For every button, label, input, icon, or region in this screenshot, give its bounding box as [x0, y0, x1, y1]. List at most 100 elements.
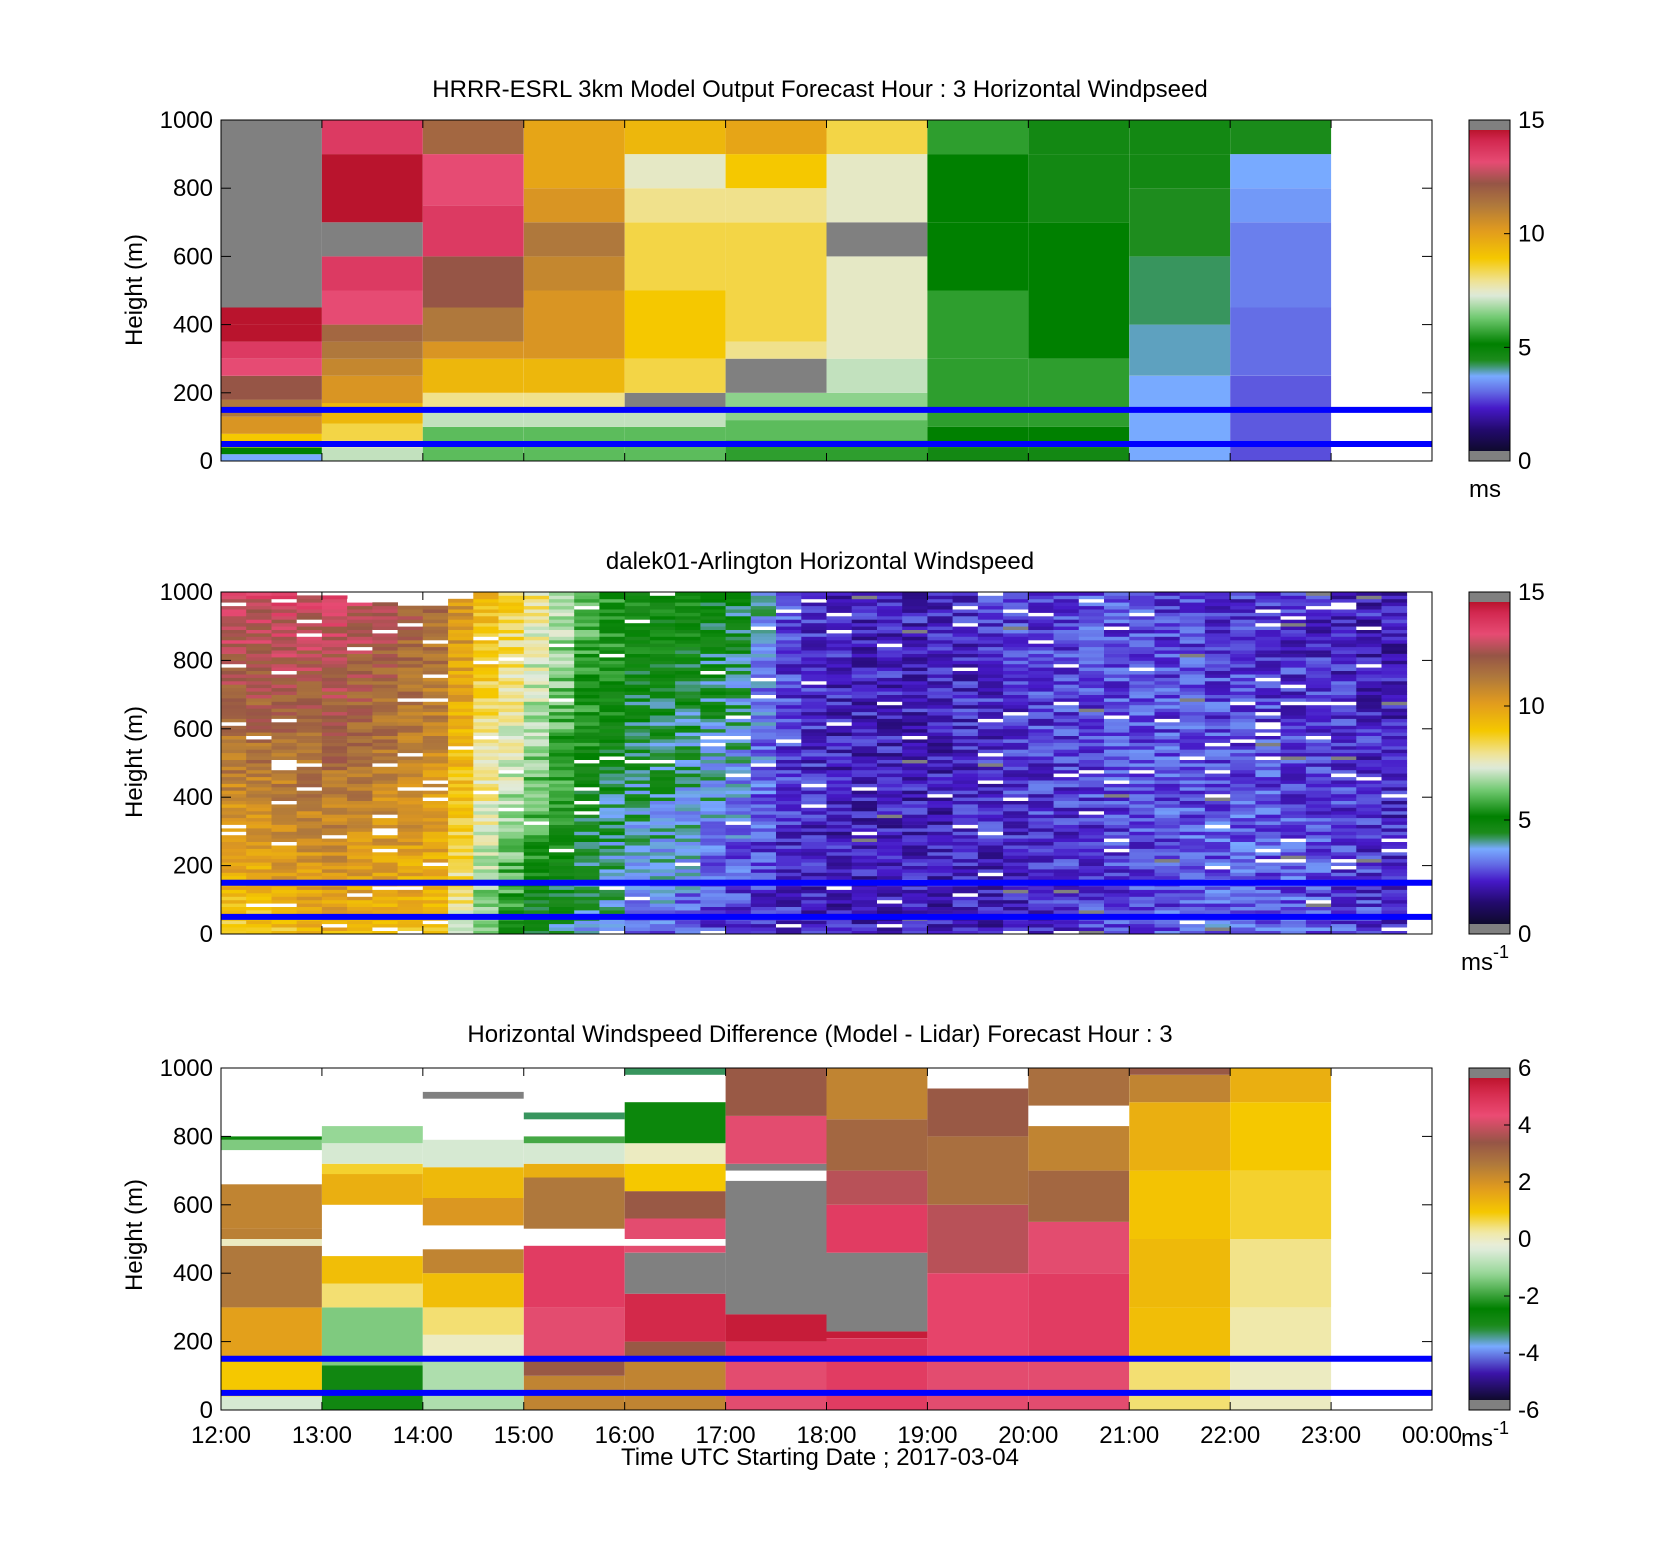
heatmap-cell — [826, 763, 853, 767]
heatmap-cell — [776, 869, 802, 873]
heatmap-cell — [1305, 927, 1332, 931]
heatmap-cell — [1255, 896, 1281, 901]
heatmap-cell — [1381, 824, 1408, 829]
heatmap-cell — [801, 629, 827, 634]
heatmap-cell — [624, 807, 651, 812]
heatmap-cell — [1280, 722, 1307, 726]
heatmap-cell — [902, 910, 928, 914]
heatmap-cell — [1204, 711, 1231, 716]
heatmap-cell — [649, 875, 676, 880]
heatmap-cell — [1255, 845, 1281, 849]
heatmap-cell — [523, 886, 550, 890]
heatmap-cell — [271, 698, 298, 702]
heatmap-cell — [397, 793, 424, 798]
heatmap-cell — [927, 773, 953, 778]
heatmap-cell — [1053, 790, 1080, 795]
heatmap-cell — [321, 674, 348, 678]
heatmap-cell — [877, 759, 903, 764]
heatmap-cell — [977, 684, 1004, 689]
heatmap-cell — [1230, 592, 1256, 596]
heatmap-cell — [1104, 749, 1130, 754]
heatmap-cell — [902, 626, 928, 630]
heatmap-cell — [700, 896, 726, 901]
heatmap-cell — [776, 667, 802, 671]
heatmap-cell — [498, 663, 525, 668]
heatmap-cell — [1179, 865, 1206, 870]
heatmap-cell — [296, 612, 323, 617]
heatmap-cell — [271, 786, 298, 791]
y-tick-label: 200 — [173, 380, 213, 407]
heatmap-cell — [1356, 858, 1382, 863]
heatmap-cell — [397, 865, 424, 870]
heatmap-cell — [927, 742, 953, 747]
heatmap-cell — [1154, 677, 1181, 682]
heatmap-cell — [877, 903, 903, 907]
heatmap-cell — [523, 595, 550, 600]
heatmap-cell — [549, 804, 575, 808]
heatmap-cell — [523, 769, 550, 774]
heatmap-cell — [750, 732, 777, 736]
heatmap-cell — [1053, 807, 1080, 812]
heatmap-cell — [347, 725, 373, 730]
heatmap-cell — [246, 814, 272, 819]
heatmap-cell — [649, 804, 676, 808]
heatmap-cell — [927, 663, 953, 668]
heatmap-cell — [776, 848, 802, 853]
heatmap-cell — [549, 855, 575, 860]
heatmap-cell — [801, 708, 827, 713]
heatmap-cell — [599, 776, 625, 781]
heatmap-cell — [725, 650, 752, 654]
heatmap-cell — [1280, 602, 1307, 607]
colorbar-tick-label: 0 — [1518, 921, 1531, 948]
heatmap-cell — [271, 732, 298, 736]
heatmap-cell — [271, 845, 298, 849]
heatmap-cell — [1356, 684, 1382, 689]
heatmap-cell — [1381, 732, 1408, 736]
heatmap-cell — [851, 814, 878, 819]
heatmap-cell — [574, 786, 600, 791]
heatmap-cell — [750, 663, 777, 668]
heatmap-cell — [826, 810, 853, 815]
heatmap-cell — [1129, 810, 1155, 815]
heatmap-cell — [927, 851, 953, 856]
heatmap-cell — [498, 629, 525, 634]
heatmap-cell — [498, 872, 525, 877]
heatmap-cell — [498, 615, 525, 620]
heatmap-cell — [801, 680, 827, 685]
heatmap-cell — [1154, 862, 1181, 866]
heatmap-cell — [776, 701, 802, 706]
heatmap-cell — [448, 841, 474, 846]
heatmap-cell — [977, 674, 1004, 678]
heatmap-cell — [952, 780, 979, 784]
heatmap-cell — [246, 927, 272, 931]
heatmap-cell — [523, 643, 550, 648]
heatmap-cell — [1129, 756, 1155, 760]
heatmap-cell — [347, 769, 373, 774]
heatmap-cell — [776, 810, 802, 815]
heatmap-cell — [1381, 845, 1408, 849]
heatmap-cell — [1154, 595, 1181, 600]
heatmap-cell — [599, 923, 625, 928]
heatmap-cell — [927, 677, 953, 682]
heatmap-cell — [927, 609, 953, 613]
heatmap-cell — [1129, 817, 1155, 822]
heatmap-cell — [1129, 896, 1155, 901]
heatmap-cell — [448, 749, 474, 754]
heatmap-cell — [1179, 920, 1206, 925]
heatmap-cell — [599, 783, 625, 788]
heatmap-cell — [422, 674, 449, 678]
heatmap-cell — [725, 605, 752, 610]
heatmap-cell — [473, 667, 499, 671]
heatmap-cell — [1381, 595, 1408, 600]
heatmap-cell — [1356, 893, 1382, 897]
heatmap-cell — [675, 598, 701, 603]
heatmap-cell — [902, 828, 928, 832]
heatmap-cell — [624, 680, 651, 685]
heatmap-cell — [321, 691, 348, 695]
heatmap-cell — [574, 851, 600, 856]
heatmap-cell — [549, 783, 575, 788]
heatmap-cell — [372, 858, 398, 863]
heatmap-cell — [1331, 732, 1357, 736]
heatmap-cell — [1028, 612, 1054, 617]
heatmap-cell — [296, 893, 323, 897]
